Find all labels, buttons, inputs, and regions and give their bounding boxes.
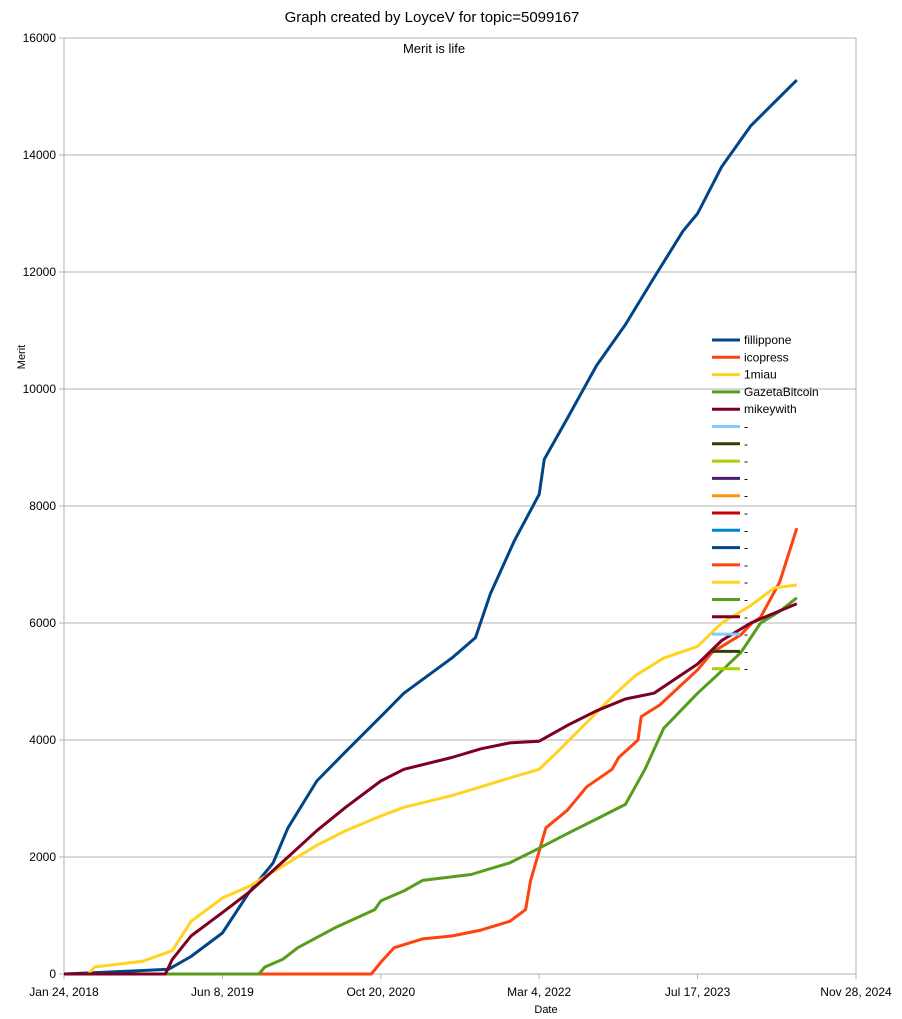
x-tick-label: Jun 8, 2019 (191, 985, 254, 999)
y-tick-label: 16000 (23, 31, 57, 45)
chart-subtitle: Merit is life (403, 41, 465, 56)
y-tick-label: 14000 (23, 148, 57, 162)
legend-label: 1miau (744, 368, 777, 382)
legend-label: - (744, 437, 748, 451)
grid (59, 37, 857, 979)
series-line-mikeywith (64, 602, 798, 976)
legend-label: - (744, 662, 748, 676)
y-tick-label: 4000 (29, 733, 56, 747)
plot-frame (63, 37, 857, 975)
legend-label: - (744, 593, 748, 607)
series-lines (63, 79, 799, 976)
plot-area-border (63, 37, 857, 975)
y-tick-label: 10000 (23, 382, 57, 396)
legend-label: GazetaBitcoin (744, 385, 819, 399)
y-tick-label: 12000 (23, 265, 57, 279)
y-tick-label: 0 (49, 967, 56, 981)
x-tick-label: Jul 17, 2023 (665, 985, 731, 999)
legend-label: - (744, 575, 748, 589)
legend-label: mikeywith (744, 402, 797, 416)
x-tick-label: Mar 4, 2022 (507, 985, 571, 999)
series-line-fillippone (63, 79, 798, 976)
legend-label: - (744, 610, 748, 624)
y-tick-label: 8000 (29, 499, 56, 513)
legend-label: - (744, 541, 748, 555)
x-tick-label: Oct 20, 2020 (346, 985, 415, 999)
legend-label: - (744, 471, 748, 485)
series-line-1miau (64, 583, 797, 976)
x-tick-labels: Jan 24, 2018 Jun 8, 2019 Oct 20, 2020 Mar 4… (29, 985, 892, 999)
legend-label: - (744, 489, 748, 503)
series-line-gazetabitcoin (64, 596, 798, 976)
legend-label: - (744, 627, 748, 641)
legend-label: - (744, 558, 748, 572)
chart-title: Graph created by LoyceV for topic=509916… (285, 9, 580, 26)
legend: fillippone icopress 1miau GazetaBitcoin mike… (712, 333, 819, 676)
y-axis-label: Merit (16, 345, 28, 369)
y-tick-labels: 0 2000 4000 6000 8000 10000 12000 14000 16000 (23, 31, 57, 981)
legend-label: - (744, 420, 748, 434)
legend-label: - (744, 506, 748, 520)
y-tick-label: 2000 (29, 850, 56, 864)
series-line-icopress (64, 527, 799, 976)
x-tick-label: Jan 24, 2018 (29, 985, 99, 999)
legend-label: fillippone (744, 333, 792, 347)
legend-label: - (744, 454, 748, 468)
legend-label: icopress (744, 350, 789, 364)
y-tick-label: 6000 (29, 616, 56, 630)
x-tick-label: Nov 28, 2024 (820, 985, 892, 999)
legend-label: - (744, 644, 748, 658)
legend-label: - (744, 523, 748, 537)
x-axis-label: Date (534, 1004, 557, 1016)
